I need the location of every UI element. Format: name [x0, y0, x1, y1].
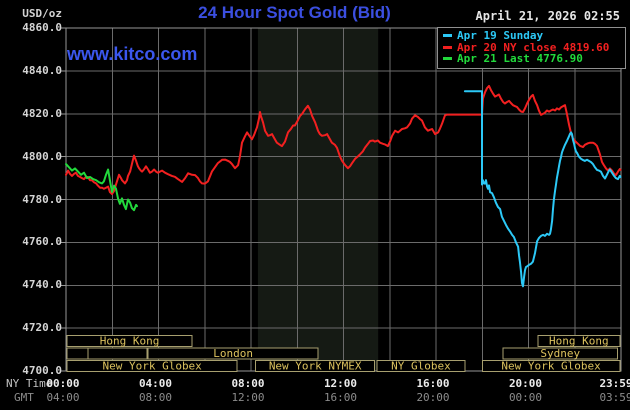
y-axis-tick-label: 4800.0 — [22, 149, 62, 163]
session-label: London — [213, 347, 253, 360]
session-label: NY Globex — [391, 360, 451, 373]
gmt-tick-label: 03:59 — [599, 391, 630, 404]
gmt-tick-label: 00:00 — [508, 391, 543, 404]
series-line-apr-20 — [65, 84, 622, 196]
session-box — [376, 360, 466, 372]
y-axis-tick-label: 4860.0 — [22, 21, 62, 34]
session-box — [66, 335, 193, 347]
legend-label: Apr 20 NY close 4819.60 — [457, 40, 610, 54]
session-box — [255, 360, 376, 372]
ny-time-tick-label: 20:00 — [508, 377, 543, 390]
legend-item-apr19: Apr 19 Sunday — [443, 30, 625, 42]
y-axis-units-label: USD/oz — [22, 7, 62, 20]
session-box — [66, 347, 89, 360]
series-line-apr-19-sunday — [463, 90, 622, 288]
y-axis-tick-label: 4780.0 — [22, 192, 62, 206]
kitco-watermark-link[interactable]: www.kitco.com — [67, 44, 198, 64]
ny-time-tick-label: 12:00 — [323, 377, 358, 390]
legend-item-apr20: Apr 20 NY close 4819.60 — [443, 40, 625, 54]
session-label: Hong Kong — [549, 335, 609, 348]
chart-legend: Apr 19 Sunday Apr 20 NY close 4819.60 Ap… — [437, 27, 626, 69]
legend-dash-icon — [443, 45, 452, 49]
session-label: New York NYMEX — [269, 360, 362, 373]
session-box — [481, 360, 621, 372]
y-axis-tick-label: 4760.0 — [22, 235, 62, 249]
session-label: Sydney — [540, 347, 580, 360]
y-axis-tick-label: 4840.0 — [22, 63, 62, 77]
chart-datetime: April 21, 2026 02:55 — [475, 9, 621, 23]
gmt-tick-label: 20:00 — [416, 391, 450, 404]
legend-dash-icon — [443, 34, 452, 37]
ny-time-tick-label: 23:59 — [599, 377, 630, 390]
y-axis-tick-label: 4740.0 — [22, 278, 62, 292]
session-box — [147, 347, 319, 360]
session-label: Hong Kong — [100, 335, 160, 348]
ny-time-tick-label: 16:00 — [416, 377, 450, 390]
series-line-apr-21 — [65, 163, 138, 212]
ny-time-tick-label: 08:00 — [231, 377, 265, 390]
gmt-tick-label: 04:00 — [46, 391, 80, 404]
session-label: New York Globex — [501, 360, 601, 373]
session-box — [502, 347, 619, 360]
gmt-tick-label: 16:00 — [323, 391, 358, 404]
ny-time-axis-label: NY Time — [6, 377, 53, 390]
y-axis-tick-label: 4700.0 — [22, 364, 62, 377]
gmt-axis-label: GMT — [14, 391, 34, 404]
ny-time-tick-label: 04:00 — [138, 377, 173, 390]
grid-lines — [66, 28, 621, 371]
gmt-tick-label: 12:00 — [231, 391, 265, 404]
ny-time-tick-label: 00:00 — [46, 377, 80, 390]
gmt-tick-label: 08:00 — [138, 391, 173, 404]
session-box — [87, 347, 148, 360]
y-axis-tick-label: 4820.0 — [22, 106, 62, 120]
y-axis-tick-label: 4720.0 — [22, 321, 62, 335]
session-box — [66, 360, 238, 372]
legend-label: Apr 21 Last 4776.90 — [457, 52, 583, 65]
chart-title: 24 Hour Spot Gold (Bid) — [198, 3, 391, 22]
session-box — [537, 335, 621, 347]
legend-item-apr21: Apr 21 Last 4776.90 — [443, 53, 625, 65]
session-label: New York Globex — [102, 360, 202, 373]
y-axis-ticks — [60, 27, 66, 372]
legend-dash-icon — [443, 57, 452, 60]
legend-label: Apr 19 Sunday — [457, 29, 544, 42]
